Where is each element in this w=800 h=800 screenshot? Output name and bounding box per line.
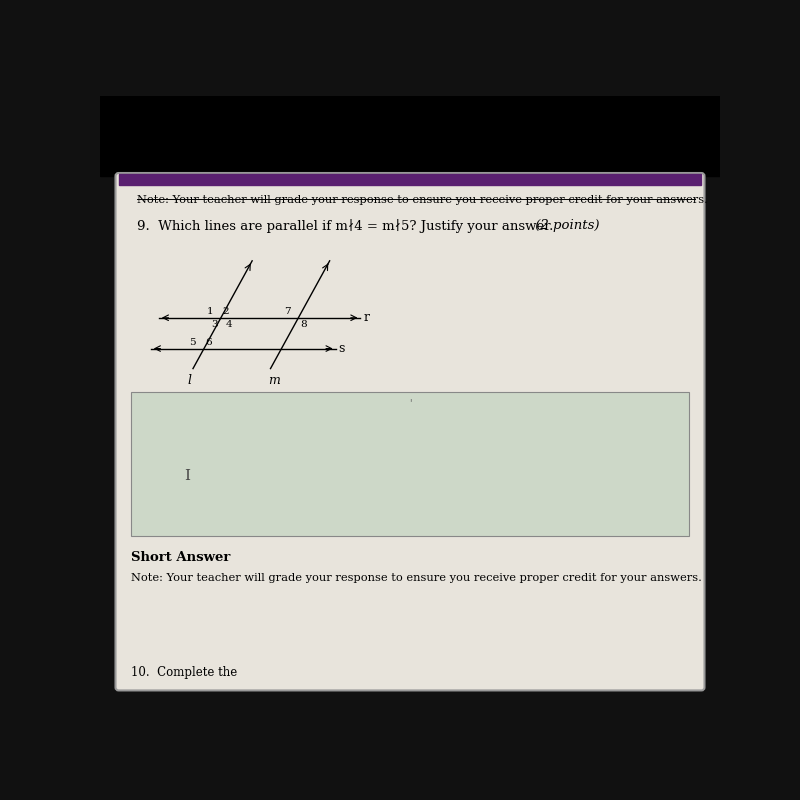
- Bar: [100, 96, 720, 176]
- Bar: [118, 174, 702, 185]
- Text: l: l: [188, 374, 192, 386]
- FancyBboxPatch shape: [115, 173, 705, 690]
- Text: 6: 6: [206, 338, 212, 346]
- Text: 3: 3: [211, 321, 218, 330]
- Text: 5: 5: [190, 338, 196, 346]
- Text: ': ': [409, 398, 411, 408]
- Text: 1: 1: [206, 307, 213, 316]
- Text: m: m: [268, 374, 279, 386]
- Text: Note: Your teacher will grade your response to ensure you receive proper credit : Note: Your teacher will grade your respo…: [131, 574, 702, 583]
- Text: I: I: [184, 469, 190, 482]
- Text: r: r: [363, 311, 370, 324]
- Text: 7: 7: [285, 307, 291, 316]
- Text: 8: 8: [301, 321, 307, 330]
- Text: s: s: [338, 342, 345, 355]
- Text: 4: 4: [226, 321, 232, 330]
- Text: (2 points): (2 points): [531, 219, 599, 232]
- Text: 2: 2: [222, 307, 229, 316]
- Text: Short Answer: Short Answer: [131, 550, 230, 564]
- Text: Note: Your teacher will grade your response to ensure you receive proper credit : Note: Your teacher will grade your respo…: [138, 194, 708, 205]
- Text: 9.  Which lines are parallel if m∤4 = m∤5? Justify your answer.: 9. Which lines are parallel if m∤4 = m∤5…: [138, 219, 554, 234]
- Bar: [131, 392, 689, 537]
- Text: 10.  Complete the: 10. Complete the: [131, 666, 238, 678]
